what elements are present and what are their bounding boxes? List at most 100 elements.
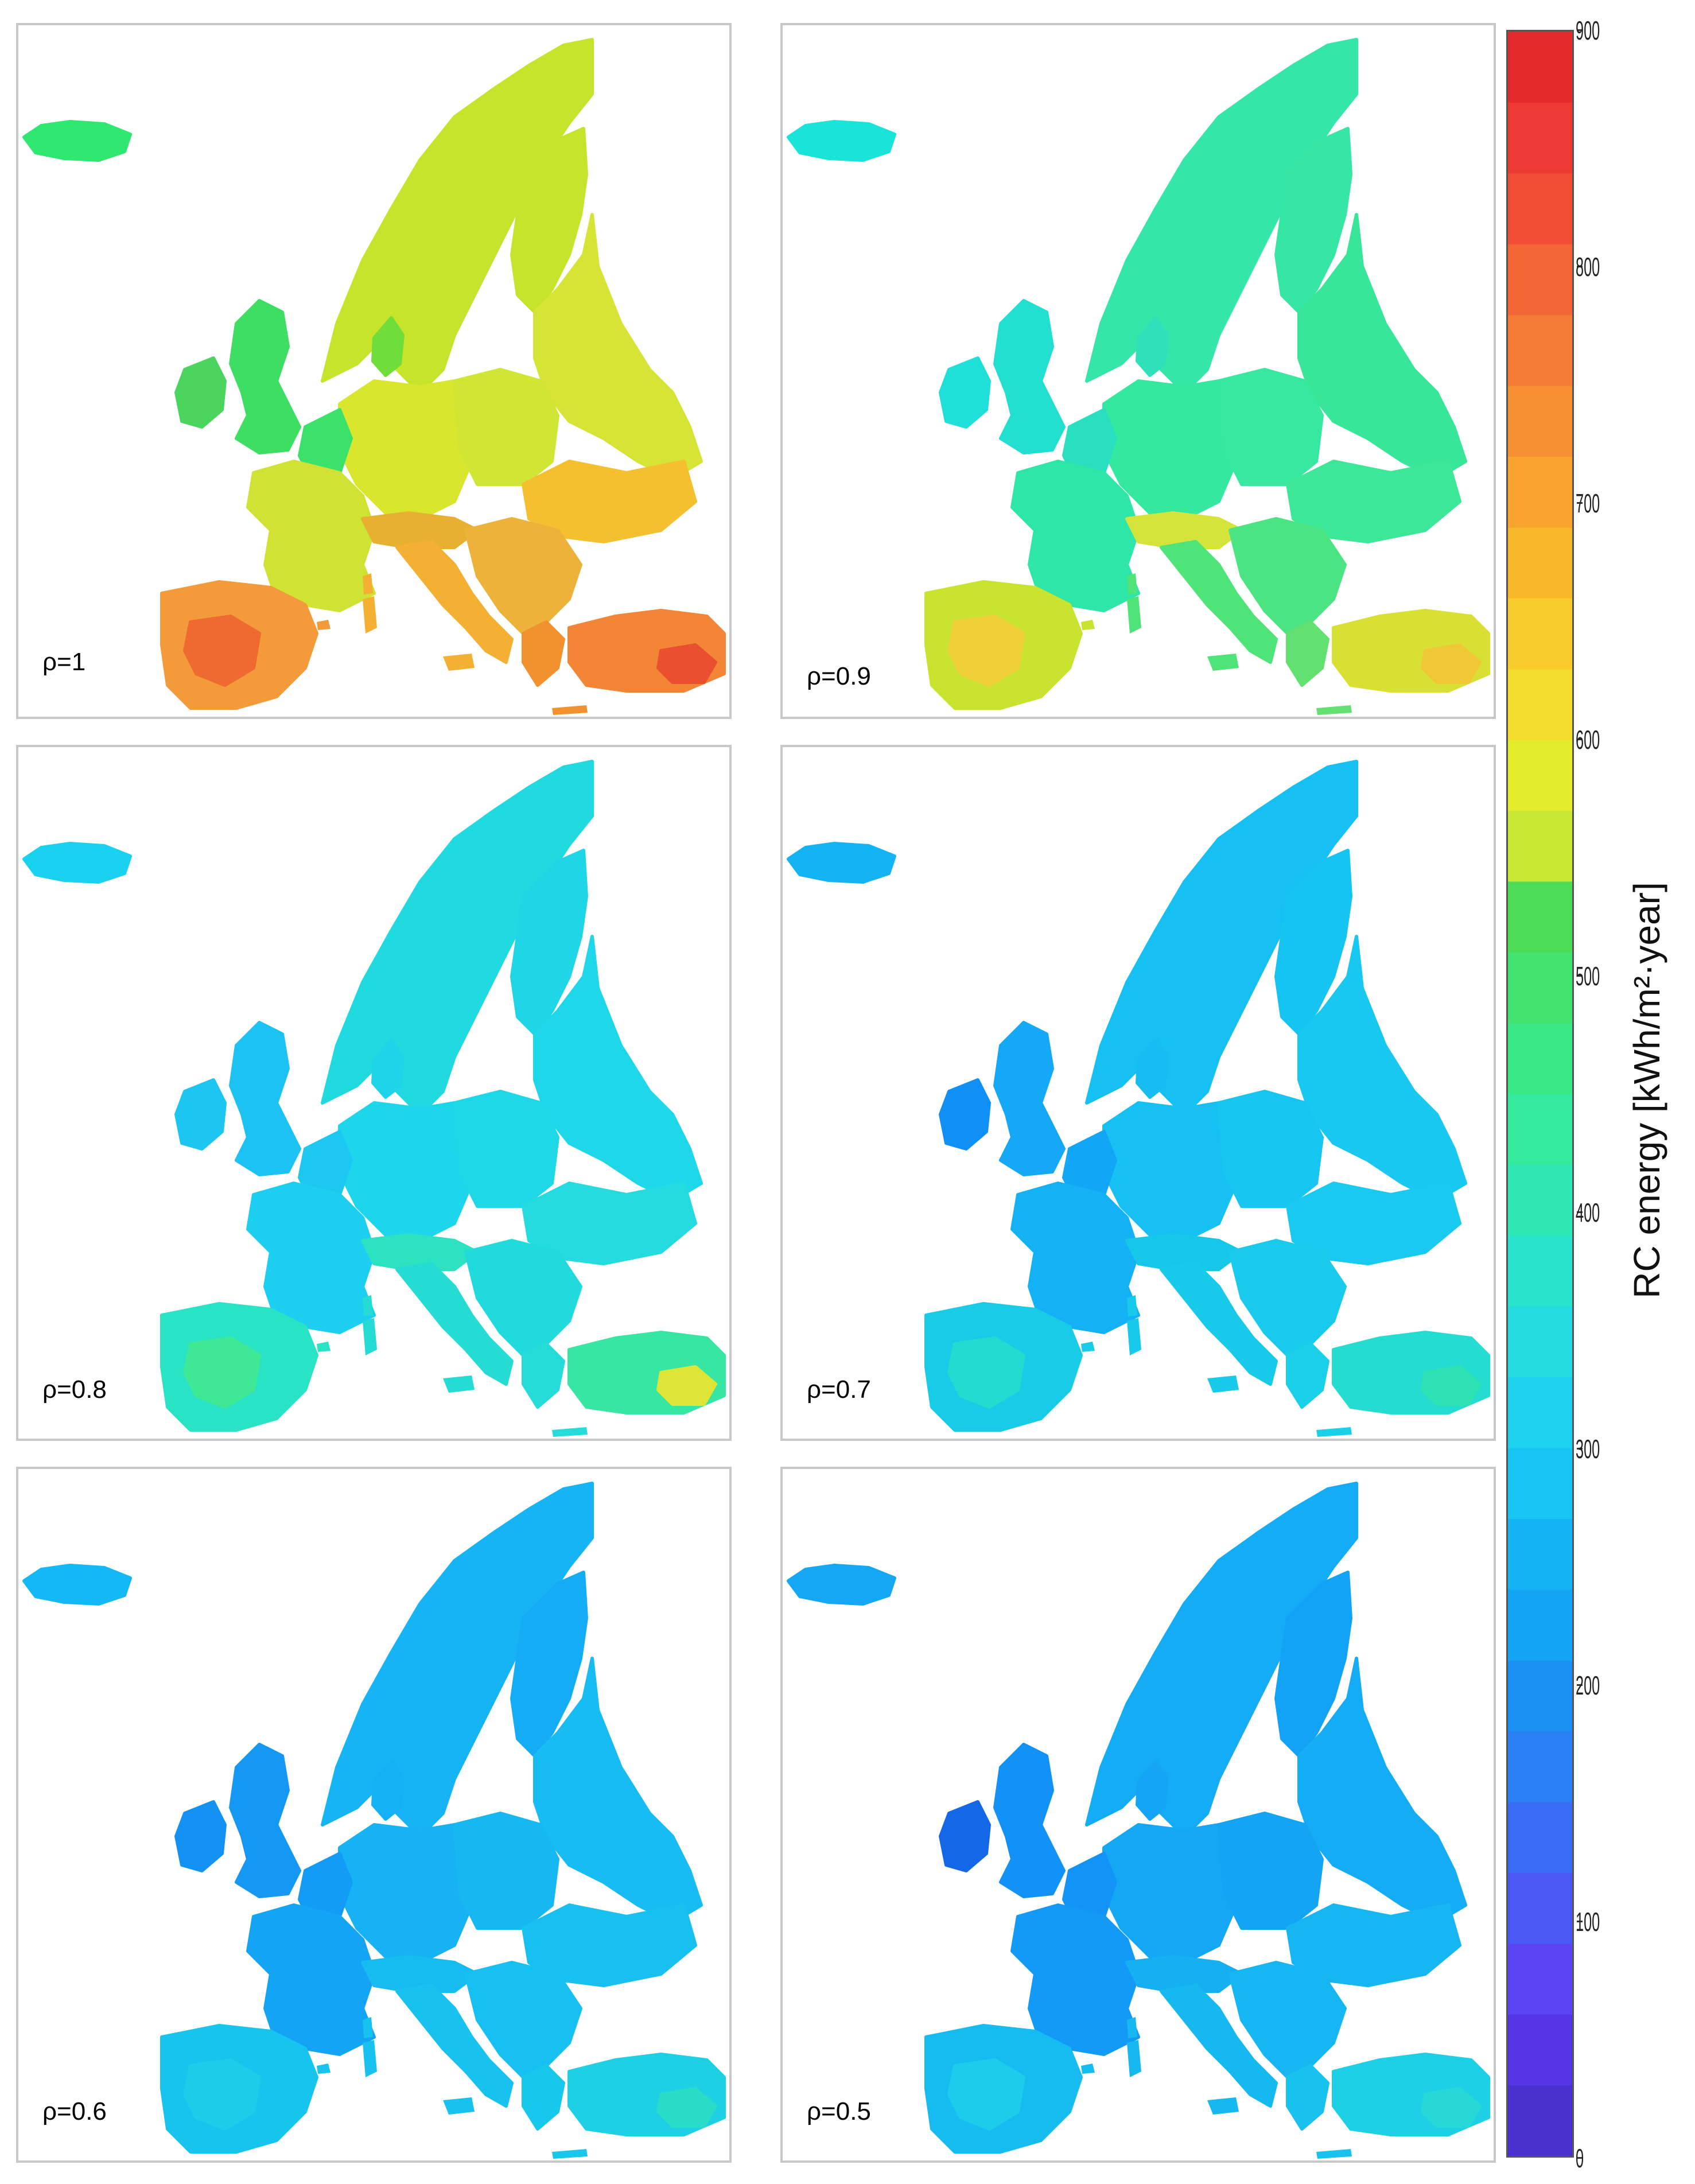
great-britain-shape xyxy=(229,299,301,454)
turkey-hot-shape xyxy=(1421,643,1482,684)
colorbar-band xyxy=(1508,1943,1572,2015)
denmark-shape xyxy=(371,1038,405,1099)
alps-shape xyxy=(1125,1233,1243,1271)
russia-shape xyxy=(533,1657,703,1924)
colorbar-tick xyxy=(1577,739,1583,740)
colorbar-band xyxy=(1508,740,1572,811)
alps-shape xyxy=(1125,511,1243,549)
colorbar-title: RC energy [kWh/m²·year] xyxy=(1626,882,1667,1299)
iberia-core-shape xyxy=(183,2058,261,2131)
colorbar-band xyxy=(1508,1164,1572,1236)
map-panel: ρ=0.7 xyxy=(780,745,1496,1441)
iceland-shape xyxy=(787,1564,896,1606)
germany-shape xyxy=(1102,1101,1238,1242)
colorbar-tick-label: 700 xyxy=(1576,488,1600,518)
panel-label: ρ=1 xyxy=(42,648,86,676)
colorbar xyxy=(1506,30,1574,2158)
colorbar-band xyxy=(1508,1377,1572,1448)
sardinia-shape xyxy=(1127,2040,1141,2077)
colorbar-tick-label: 0 xyxy=(1576,2143,1584,2173)
france-shape xyxy=(246,460,376,612)
sardinia-shape xyxy=(363,596,377,634)
colorbar-bands xyxy=(1508,32,1572,2156)
iceland-shape xyxy=(22,120,132,162)
italy-shape xyxy=(395,1984,514,2108)
corsica-shape xyxy=(1127,573,1137,594)
corsica-shape xyxy=(1127,1295,1137,1316)
italy-shape xyxy=(1160,1262,1278,1386)
france-shape xyxy=(1010,1903,1140,2056)
colorbar-tick xyxy=(1577,502,1583,504)
gotland-shape xyxy=(437,1788,445,1809)
sardinia-shape xyxy=(363,2040,377,2077)
colorbar-tick-label: 100 xyxy=(1576,1907,1600,1937)
great-britain-shape xyxy=(229,1021,301,1176)
russia-shape xyxy=(533,935,703,1202)
poland-shape xyxy=(1217,368,1324,486)
mallorca-shape xyxy=(317,2063,331,2074)
greece-shape xyxy=(522,1342,565,1409)
germany-shape xyxy=(338,379,473,520)
colorbar-band xyxy=(1508,1872,1572,1944)
gotland-shape xyxy=(437,1066,445,1087)
map-panel: ρ=1 xyxy=(16,23,732,719)
colorbar-tick xyxy=(1577,29,1583,31)
italy-shape xyxy=(1160,540,1278,664)
colorbar-band xyxy=(1508,598,1572,670)
crete-shape xyxy=(552,705,588,715)
france-shape xyxy=(1010,1182,1140,1334)
colorbar-band xyxy=(1508,244,1572,316)
corsica-shape xyxy=(363,2017,373,2038)
denmark-shape xyxy=(1136,316,1169,377)
balkans-shape xyxy=(464,1239,582,1357)
colorbar-band xyxy=(1508,881,1572,953)
colorbar-tick-label: 900 xyxy=(1576,15,1600,45)
alps-shape xyxy=(1125,1955,1243,1993)
map-panel: ρ=0.5 xyxy=(780,1467,1496,2163)
colorbar-band xyxy=(1508,669,1572,740)
greece-shape xyxy=(522,2064,565,2131)
finland-shape xyxy=(510,127,588,314)
colorbar-tick xyxy=(1577,1211,1583,1213)
gotland-shape xyxy=(1202,1788,1210,1809)
map-panel: ρ=0.8 xyxy=(16,745,732,1441)
europe-map xyxy=(22,760,726,1437)
colorbar-band xyxy=(1508,2085,1572,2156)
iberia-core-shape xyxy=(947,615,1025,687)
finland-shape xyxy=(1274,127,1352,314)
crete-shape xyxy=(552,2149,588,2159)
alps-shape xyxy=(361,1233,479,1271)
colorbar-band xyxy=(1508,386,1572,457)
balkans-shape xyxy=(464,1961,582,2079)
iberia-core-shape xyxy=(183,615,261,687)
sicily-shape xyxy=(443,1375,475,1393)
russia-shape xyxy=(1297,935,1467,1202)
colorbar-tick xyxy=(1577,1921,1583,1922)
colorbar-band xyxy=(1508,952,1572,1024)
colorbar-band xyxy=(1508,1094,1572,1165)
colorbar-band xyxy=(1508,1518,1572,1590)
balkans-shape xyxy=(1229,517,1347,635)
colorbar-band xyxy=(1508,1448,1572,1519)
europe-map xyxy=(787,38,1490,715)
colorbar-band xyxy=(1508,1802,1572,1873)
denmark-shape xyxy=(1136,1038,1169,1099)
mallorca-shape xyxy=(1081,2063,1095,2074)
france-shape xyxy=(246,1182,376,1334)
finland-shape xyxy=(510,849,588,1036)
alps-shape xyxy=(361,511,479,549)
crete-shape xyxy=(1316,1427,1352,1437)
sicily-shape xyxy=(1207,654,1239,671)
colorbar-band xyxy=(1508,1306,1572,1378)
france-shape xyxy=(246,1903,376,2056)
crete-shape xyxy=(1316,705,1352,715)
great-britain-shape xyxy=(993,1743,1066,1898)
great-britain-shape xyxy=(993,299,1066,454)
iberia-core-shape xyxy=(947,2058,1025,2131)
colorbar-tick xyxy=(1577,1684,1583,1686)
colorbar-tick-label: 300 xyxy=(1576,1434,1600,1464)
corsica-shape xyxy=(363,1295,373,1316)
iceland-shape xyxy=(787,120,896,162)
colorbar-band xyxy=(1508,314,1572,386)
sicily-shape xyxy=(1207,1375,1239,1393)
